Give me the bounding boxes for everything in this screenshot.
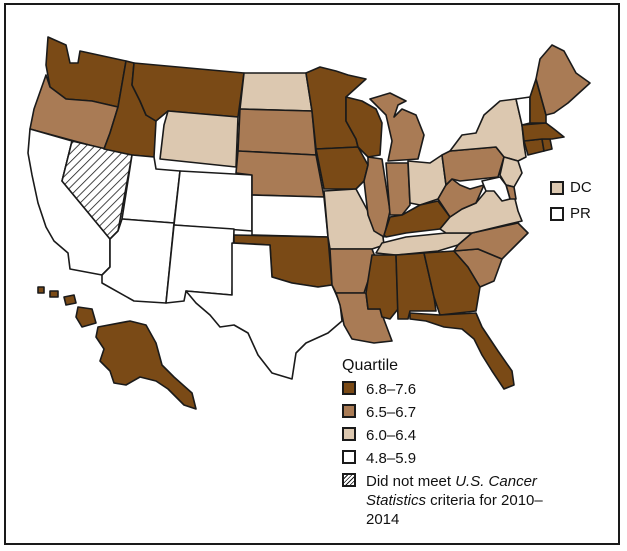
legend-item-nodata: Did not meet U.S. Cancer Statistics crit…: [342, 472, 562, 529]
inset-dc: DC: [550, 179, 592, 196]
state-HI-1: [37, 286, 45, 294]
state-UT: [121, 154, 181, 224]
state-RI: [541, 138, 553, 152]
legend-nodata-suffix: criteria for 2010–2014: [366, 492, 543, 528]
state-SD: [237, 108, 317, 156]
state-ME: [535, 44, 591, 116]
state-TX: [185, 242, 343, 380]
legend-label-nodata: Did not meet U.S. Cancer Statistics crit…: [366, 472, 562, 529]
state-MI: [369, 92, 425, 162]
legend-title: Quartile: [342, 357, 399, 374]
legend-item-q3: 6.5–6.7: [342, 403, 562, 422]
inset-pr-label: PR: [570, 205, 591, 222]
state-IL: [363, 156, 391, 238]
legend-label-q4: 6.8–7.6: [366, 381, 417, 398]
legend-label-q2: 6.0–6.4: [366, 427, 417, 444]
legend-swatch-q2: [342, 427, 356, 441]
state-NH: [529, 78, 547, 124]
state-MA: [521, 122, 565, 142]
state-KS: [251, 194, 329, 238]
inset-dc-swatch: [550, 180, 564, 195]
state-IA: [315, 146, 369, 190]
legend-nodata-prefix: Did not meet: [366, 473, 456, 490]
legend-item-q4: 6.8–7.6: [342, 380, 562, 399]
state-HI-3: [63, 294, 77, 306]
state-NM: [165, 224, 235, 304]
legend-swatch-q3: [342, 404, 356, 418]
legend-item-q1: 4.8–5.9: [342, 449, 562, 468]
us-choropleth-map: [27, 36, 591, 410]
inset-pr: PR: [550, 205, 591, 222]
state-MD: [481, 176, 511, 202]
legend-label-q3: 6.5–6.7: [366, 404, 417, 421]
state-AK: [95, 320, 197, 410]
state-ND: [239, 72, 313, 112]
legend-swatch-q4: [342, 381, 356, 395]
state-AR: [329, 248, 377, 294]
state-HI-4: [75, 306, 97, 328]
legend-nodata-italic: U.S. Cancer Statistics: [366, 473, 537, 509]
legend: Quartile 6.8–7.6 6.5–6.7 6.0–6.4 4.8–5.9…: [342, 357, 562, 533]
state-MS: [365, 254, 399, 320]
state-WI: [345, 96, 383, 158]
state-HI-2: [49, 290, 59, 298]
legend-item-q2: 6.0–6.4: [342, 426, 562, 445]
state-WY: [159, 110, 239, 168]
legend-swatch-q1: [342, 450, 356, 464]
inset-dc-label: DC: [570, 179, 592, 196]
legend-swatch-nodata: [342, 473, 356, 487]
legend-label-q1: 4.8–5.9: [366, 450, 417, 467]
inset-pr-swatch: [550, 206, 564, 221]
state-CO: [173, 170, 253, 232]
map-frame: DC PR Quartile 6.8–7.6 6.5–6.7 6.0–6.4 4…: [4, 3, 620, 545]
state-IN: [385, 162, 411, 216]
state-FL: [409, 312, 515, 390]
